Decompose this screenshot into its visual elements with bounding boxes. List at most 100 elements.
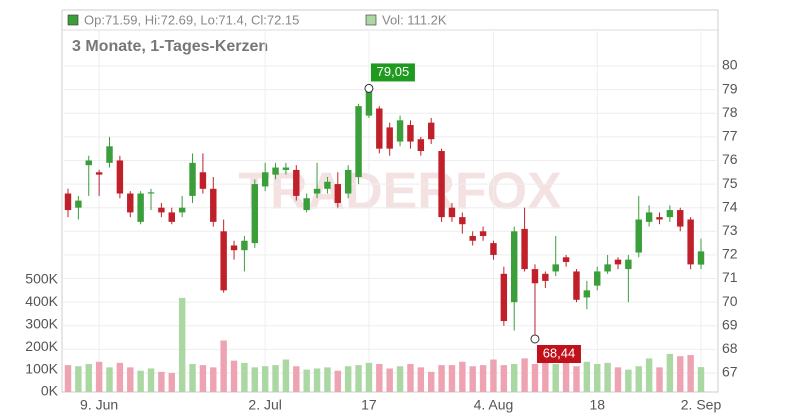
candle-body xyxy=(583,290,591,298)
candle-body xyxy=(386,127,393,149)
volume-bar xyxy=(303,369,310,392)
candle-body xyxy=(459,217,466,225)
ohlc-label: Op:71.59, Hi:72.69, Lo:71.4, Cl:72.15 xyxy=(84,12,299,27)
volume-bar xyxy=(521,358,528,392)
y2-tick-label: 200K xyxy=(25,338,58,354)
y2-tick-label: 400K xyxy=(25,293,58,309)
volume-bar xyxy=(95,361,103,392)
candle-body xyxy=(562,257,570,263)
volume-bar xyxy=(313,368,321,392)
volume-bar xyxy=(427,371,435,392)
volume-bar xyxy=(344,366,352,392)
candle-body xyxy=(251,184,259,244)
annotation-box xyxy=(370,63,415,82)
candle-body xyxy=(168,212,175,222)
x-tick-label: 2. Sep xyxy=(681,397,722,413)
volume-bar xyxy=(438,365,445,392)
y-tick-label: 71 xyxy=(722,269,738,285)
y2-tick-label: 100K xyxy=(25,360,58,376)
volume-bar xyxy=(272,365,279,392)
candle-body xyxy=(552,264,559,272)
volume-bar xyxy=(604,362,611,392)
volume-bar xyxy=(583,361,591,392)
volume-bar xyxy=(510,364,518,392)
volume-bar xyxy=(500,365,508,392)
y-tick-label: 75 xyxy=(722,175,738,191)
volume-bar xyxy=(324,367,331,392)
volume-bar xyxy=(396,366,404,392)
candle-body xyxy=(469,236,476,241)
candle-body xyxy=(106,146,113,163)
candle-body xyxy=(490,243,497,255)
volume-bar xyxy=(199,365,207,392)
candle-body xyxy=(438,151,445,218)
candle-body xyxy=(542,273,549,281)
candle-body xyxy=(531,269,539,284)
y-tick-label: 80 xyxy=(722,57,738,73)
volume-bar xyxy=(376,364,383,392)
candle-body xyxy=(365,89,373,116)
volume-bar xyxy=(656,367,663,392)
volume-bar xyxy=(261,366,269,392)
candle-body xyxy=(697,251,705,265)
y2-tick-label: 300K xyxy=(25,316,58,332)
y-tick-label: 68 xyxy=(722,340,738,356)
candle-body xyxy=(521,228,528,270)
volume-bar xyxy=(116,362,124,392)
candle-body xyxy=(220,231,227,291)
candle-body xyxy=(407,125,414,142)
candle-body xyxy=(324,181,331,189)
volume-bar xyxy=(687,355,694,392)
volume-bar xyxy=(645,358,653,392)
candle-body xyxy=(230,245,238,251)
volume-bar xyxy=(178,297,186,392)
volume-bar xyxy=(282,359,290,392)
volume-bar xyxy=(334,370,342,392)
candle-body xyxy=(448,207,456,218)
volume-bar xyxy=(479,365,487,392)
volume-bar xyxy=(230,360,238,392)
volume-bar xyxy=(158,371,165,392)
candle-body xyxy=(178,207,186,213)
y-tick-label: 74 xyxy=(722,198,738,214)
candle-body xyxy=(376,108,383,149)
candle-body xyxy=(137,193,144,222)
candle-body xyxy=(85,160,92,166)
x-tick-label: 9. Jun xyxy=(80,397,118,413)
volume-bar xyxy=(251,367,259,392)
subtitle: 3 Monate, 1-Tages-Kerzen xyxy=(72,38,268,55)
volume-bar xyxy=(448,365,456,392)
candle-body xyxy=(666,210,674,218)
volume-bar xyxy=(189,364,196,392)
volume-bar xyxy=(137,370,144,392)
volume-bar xyxy=(625,369,632,392)
y-tick-label: 70 xyxy=(722,293,738,309)
candle-body xyxy=(355,106,362,177)
volume-bar xyxy=(386,368,393,392)
volume-bar xyxy=(469,366,476,392)
volume-bar xyxy=(614,367,622,392)
volume-bar xyxy=(365,362,373,392)
volume-bar xyxy=(552,364,559,392)
candle-body xyxy=(272,167,279,175)
candle-body xyxy=(645,212,653,222)
annotation-label: 68,44 xyxy=(543,345,576,360)
y-tick-label: 69 xyxy=(722,316,738,332)
volume-bar xyxy=(220,340,227,392)
annotation-label: 79,05 xyxy=(377,64,410,79)
annotation-box xyxy=(536,344,581,363)
candle-body xyxy=(334,184,342,203)
candle-body xyxy=(158,207,165,213)
candle-body xyxy=(303,198,310,211)
volume-bar xyxy=(106,367,113,392)
x-tick-label: 2. Jul xyxy=(248,397,281,413)
x-tick-label: 4. Aug xyxy=(474,397,514,413)
volume-bar xyxy=(355,365,362,392)
candle-body xyxy=(282,167,290,170)
candle-body xyxy=(241,240,248,251)
candle-body xyxy=(510,231,518,303)
x-tick-label: 18 xyxy=(589,397,605,413)
y-tick-label: 76 xyxy=(722,151,738,167)
annotation-marker xyxy=(530,334,540,344)
ohlc-swatch xyxy=(67,14,79,26)
